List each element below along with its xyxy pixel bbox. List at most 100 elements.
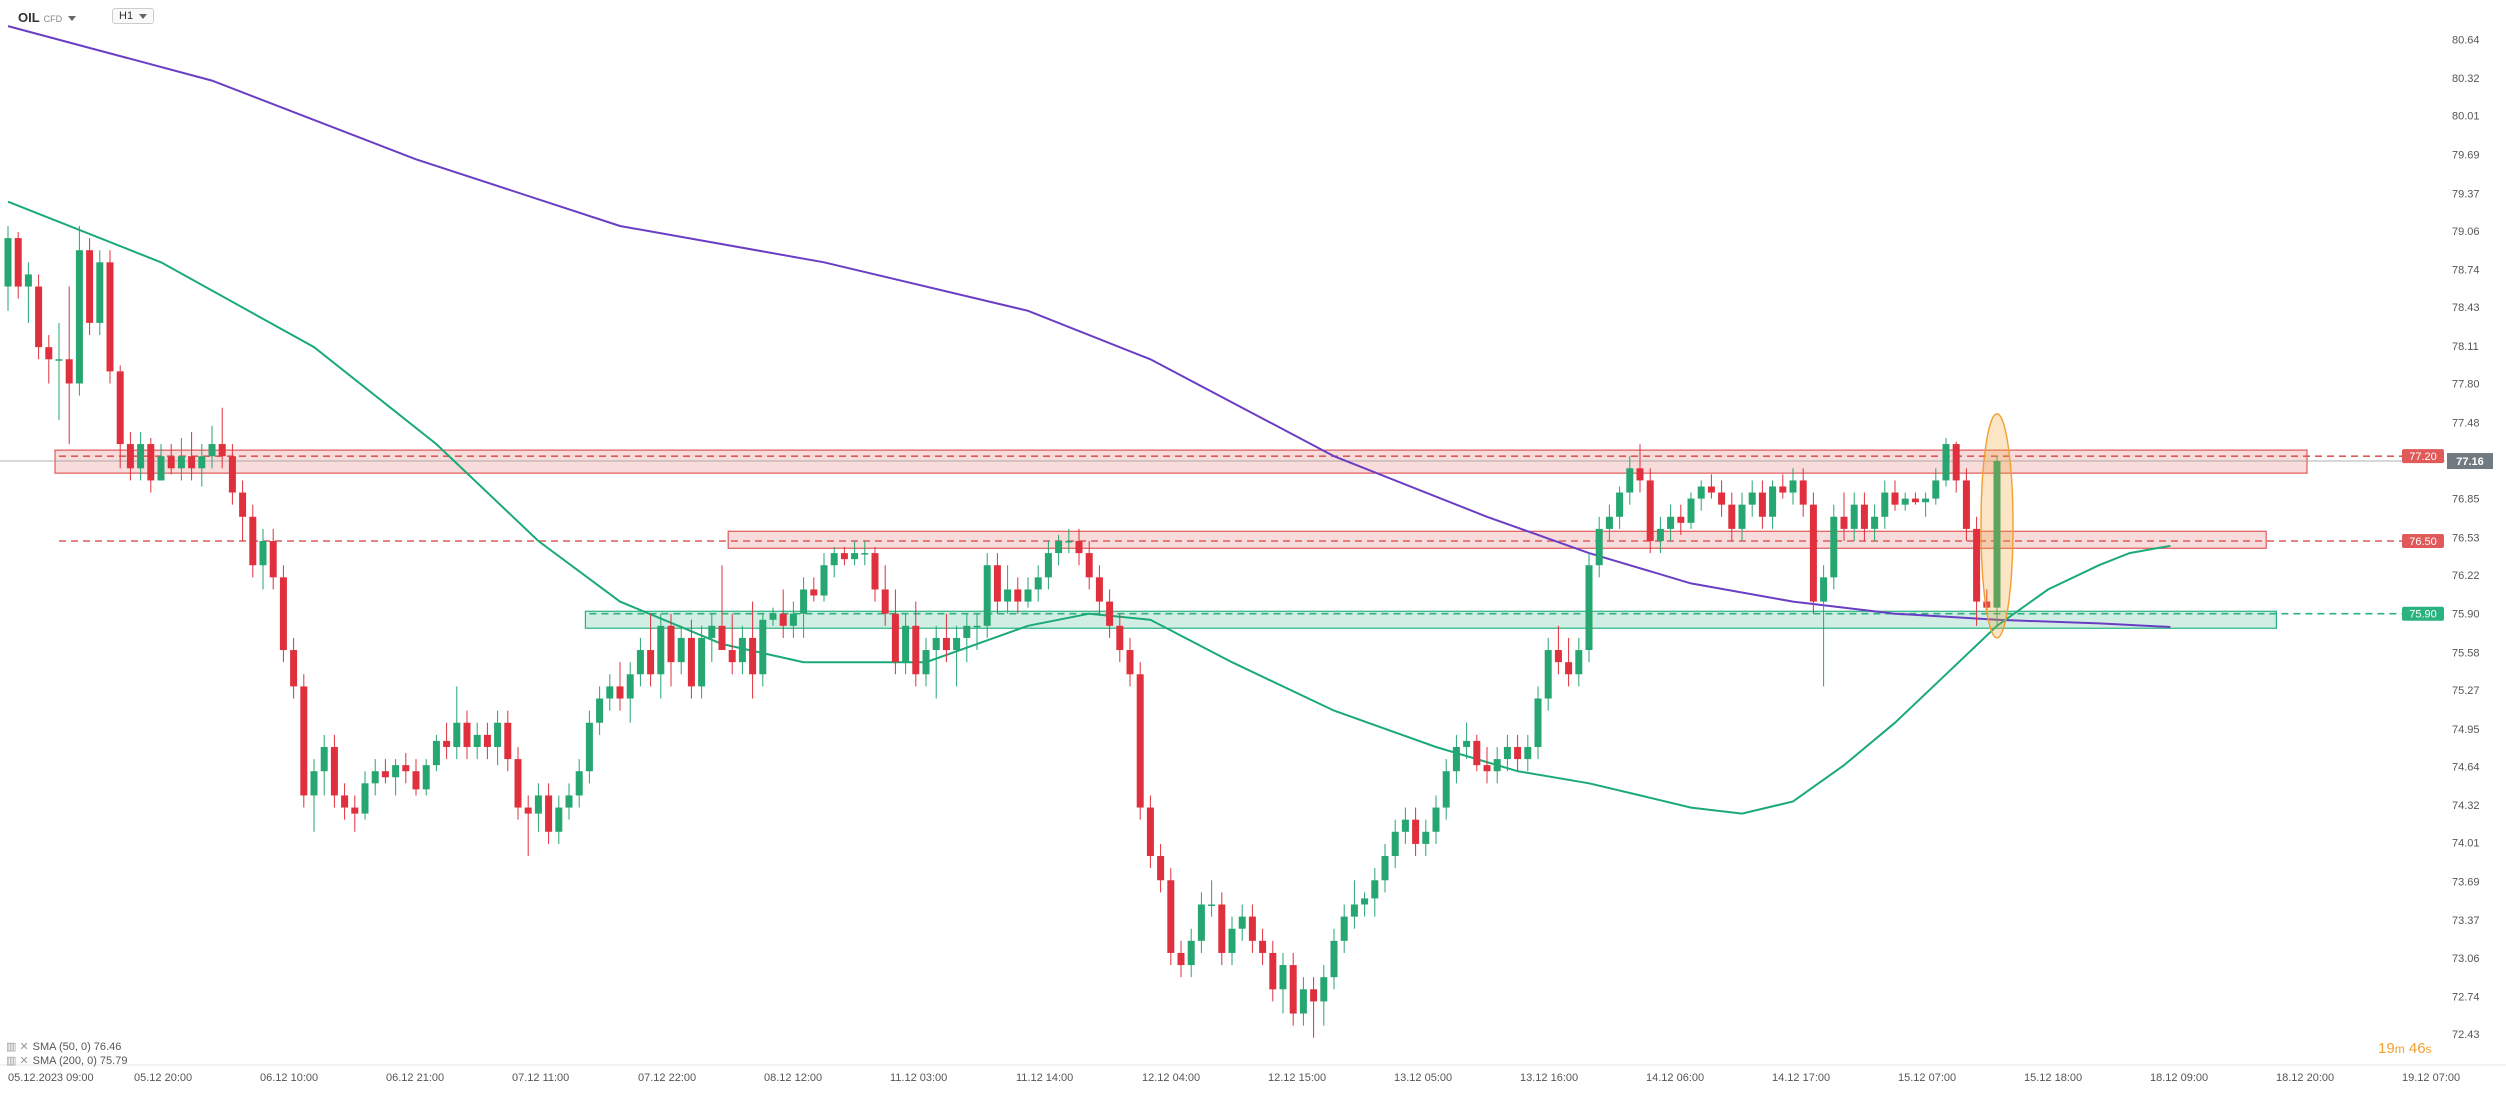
candle xyxy=(483,722,491,760)
candle-body xyxy=(963,625,971,638)
timeframe-selector[interactable]: H1 xyxy=(112,8,155,24)
candle-body xyxy=(1330,940,1338,978)
candle xyxy=(137,431,145,481)
candle xyxy=(1636,444,1644,493)
x-tick-label: 15.12 07:00 xyxy=(1898,1072,1956,1084)
candle xyxy=(126,431,134,481)
x-tick-label: 19.12 07:00 xyxy=(2402,1072,2460,1084)
candle xyxy=(657,613,665,699)
candle xyxy=(167,444,175,475)
candle xyxy=(1330,928,1338,990)
candle xyxy=(1544,637,1552,711)
candle-body xyxy=(1646,480,1654,541)
x-tick-label: 06.12 10:00 xyxy=(260,1072,318,1084)
x-tick-label: 13.12 16:00 xyxy=(1520,1072,1578,1084)
indicator-settings-icon[interactable]: ▥ ✕ xyxy=(6,1055,29,1067)
y-tick-label: 74.01 xyxy=(2452,838,2480,850)
candle-body xyxy=(514,759,522,808)
resistance-zone xyxy=(727,530,2267,549)
y-tick-label: 76.53 xyxy=(2452,532,2480,544)
candle-body xyxy=(993,565,1001,602)
candle xyxy=(1616,486,1624,529)
y-tick-label: 72.74 xyxy=(2452,992,2480,1004)
candle-body xyxy=(106,262,114,372)
candle-body xyxy=(1677,516,1685,523)
candle-countdown: 19m 46s xyxy=(2378,1040,2432,1057)
candle xyxy=(310,759,318,832)
legend-sma50[interactable]: ▥ ✕ SMA (50, 0) 76.46 xyxy=(6,1040,121,1053)
candle-body xyxy=(330,746,338,796)
y-tick-label: 79.06 xyxy=(2452,226,2480,238)
candle-body xyxy=(1350,904,1358,917)
candle xyxy=(881,565,889,626)
candle-body xyxy=(1269,952,1277,990)
x-tick-label: 05.12 20:00 xyxy=(134,1072,192,1084)
candle xyxy=(412,759,420,796)
candle xyxy=(687,619,695,699)
candle xyxy=(1432,795,1440,844)
level-price-label: 76.50 xyxy=(2409,536,2437,548)
candle xyxy=(1146,795,1154,869)
candle-body xyxy=(1718,492,1726,505)
candle-body xyxy=(453,722,461,747)
candle-body xyxy=(1024,589,1032,602)
candle-body xyxy=(1361,898,1369,905)
candle-body xyxy=(1860,504,1868,529)
candle-body xyxy=(749,637,757,675)
candle xyxy=(371,759,379,796)
candle-body xyxy=(983,565,991,626)
candle-body xyxy=(1014,589,1022,602)
x-tick-label: 08.12 12:00 xyxy=(764,1072,822,1084)
y-tick-label: 74.95 xyxy=(2452,724,2480,736)
candle-body xyxy=(1106,601,1114,626)
candle-body xyxy=(1973,528,1981,602)
candle xyxy=(4,225,12,311)
symbol-selector[interactable]: OIL CFD xyxy=(18,10,77,25)
candle-body xyxy=(698,637,706,687)
candle xyxy=(1136,662,1144,820)
candle-body xyxy=(718,625,726,651)
candle xyxy=(1228,916,1236,966)
candle xyxy=(351,795,359,832)
candle-body xyxy=(1707,486,1715,493)
candle-body xyxy=(1605,516,1613,529)
time-axis[interactable]: 05.12.2023 09:00 05.12 20:00 06.12 10:00 06… xyxy=(0,1064,2506,1084)
y-tick-label: 78.74 xyxy=(2452,265,2480,277)
y-tick-label: 75.27 xyxy=(2452,685,2480,697)
x-tick-label: 07.12 11:00 xyxy=(512,1072,569,1084)
candle xyxy=(626,662,634,723)
candle-body xyxy=(708,625,716,638)
candle xyxy=(1707,474,1715,499)
candle-body xyxy=(687,637,695,687)
candle xyxy=(1299,977,1307,1026)
candle xyxy=(35,274,43,360)
candle xyxy=(1493,746,1501,784)
timer-minutes: 19 xyxy=(2378,1040,2395,1057)
candle xyxy=(259,528,267,590)
candle xyxy=(504,710,512,772)
candle-body xyxy=(1320,977,1328,1002)
x-tick-label: 12.12 04:00 xyxy=(1142,1072,1200,1084)
candle xyxy=(1075,528,1083,566)
candle xyxy=(1595,516,1603,578)
price-axis[interactable]: 80.64 80.32 80.01 79.69 79.37 79.06 78.74 78.43… xyxy=(2402,34,2493,1041)
candle xyxy=(1452,734,1460,784)
candle-body xyxy=(4,238,12,287)
candle-body xyxy=(1911,498,1919,503)
candle xyxy=(55,322,63,420)
timer-seconds-unit: s xyxy=(2425,1042,2432,1056)
candle xyxy=(1922,492,1930,517)
candle xyxy=(1401,807,1409,844)
candle-body xyxy=(188,456,196,469)
symbol-type: CFD xyxy=(43,14,63,24)
legend-sma200[interactable]: ▥ ✕ SMA (200, 0) 75.79 xyxy=(6,1054,127,1067)
candle xyxy=(1391,819,1399,869)
candle-body xyxy=(1901,498,1909,505)
indicator-settings-icon[interactable]: ▥ ✕ xyxy=(6,1041,29,1053)
candle xyxy=(789,601,797,638)
candle-body xyxy=(851,553,859,560)
candle xyxy=(932,625,940,699)
x-tick-label: 05.12.2023 09:00 xyxy=(8,1072,94,1084)
y-tick-label: 74.64 xyxy=(2452,761,2480,773)
